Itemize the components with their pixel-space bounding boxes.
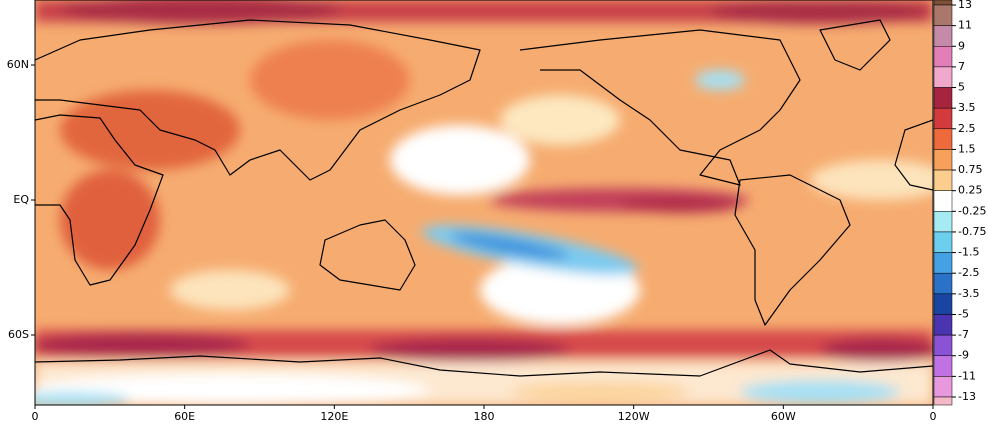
y-tick-label: EQ xyxy=(13,193,29,206)
colorbar-swatch xyxy=(933,149,953,171)
x-tick-label: 120W xyxy=(618,410,650,423)
colorbar-label: 9 xyxy=(958,39,965,52)
colorbar-label: 11 xyxy=(958,19,972,32)
colorbar-label: 0.75 xyxy=(958,163,983,176)
colorbar-swatch xyxy=(933,66,953,88)
x-tick-label: 180 xyxy=(474,410,495,423)
colorbar-label: -5 xyxy=(958,307,969,320)
colorbar-swatch xyxy=(933,4,953,26)
colorbar-swatch xyxy=(933,211,953,233)
colorbar-label: 13 xyxy=(958,0,972,11)
colorbar: 13 11 9 7 5 3.5 2.5 1.5 0.75 0.25 -0.25 -0.75 -1.5 -2… xyxy=(933,0,986,406)
colorbar-label: 1.5 xyxy=(958,142,976,155)
colorbar-swatch xyxy=(933,293,953,315)
colorbar-swatch xyxy=(933,190,953,212)
colorbar-label: 5 xyxy=(958,81,965,94)
x-tick-label: 120E xyxy=(320,410,348,423)
colorbar-swatch xyxy=(933,128,953,150)
colorbar-label: -13 xyxy=(958,390,976,403)
colorbar-label: -11 xyxy=(958,369,976,382)
colorbar-label: 0.25 xyxy=(958,184,983,197)
colorbar-label: 2.5 xyxy=(958,122,976,135)
colorbar-swatch xyxy=(933,46,953,68)
colorbar-swatch xyxy=(933,334,953,356)
colorbar-swatch xyxy=(933,25,953,47)
colorbar-label: -3.5 xyxy=(958,287,979,300)
axes: 0 60E 120E 180 120W 60W 0 60N EQ 60S xyxy=(7,58,937,423)
x-tick-label: 60W xyxy=(771,410,796,423)
colorbar-label: -7 xyxy=(958,328,969,341)
colorbar-label: -0.75 xyxy=(958,225,986,238)
colorbar-swatch xyxy=(933,169,953,191)
coastlines xyxy=(35,19,933,377)
colorbar-label: 3.5 xyxy=(958,101,976,114)
colorbar-swatch xyxy=(933,87,953,109)
colorbar-swatch xyxy=(933,231,953,253)
colorbar-label: -1.5 xyxy=(958,246,979,259)
colorbar-swatch xyxy=(933,107,953,130)
map-field xyxy=(35,0,933,405)
colorbar-swatch xyxy=(933,314,953,336)
colorbar-swatch xyxy=(933,252,953,274)
y-tick-label: 60S xyxy=(8,328,29,341)
x-tick-label: 0 xyxy=(930,410,937,423)
colorbar-label: -0.25 xyxy=(958,204,986,217)
x-tick-label: 0 xyxy=(32,410,39,423)
colorbar-label: 7 xyxy=(958,60,965,73)
y-tick-label: 60N xyxy=(7,58,29,71)
colorbar-label: -9 xyxy=(958,349,969,362)
colorbar-swatch xyxy=(933,396,953,406)
colorbar-swatch xyxy=(933,272,953,295)
x-tick-label: 60E xyxy=(174,410,195,423)
colorbar-swatch xyxy=(933,0,953,6)
colorbar-swatch xyxy=(933,355,953,377)
colorbar-label: -2.5 xyxy=(958,266,979,279)
colorbar-swatch xyxy=(933,376,953,398)
